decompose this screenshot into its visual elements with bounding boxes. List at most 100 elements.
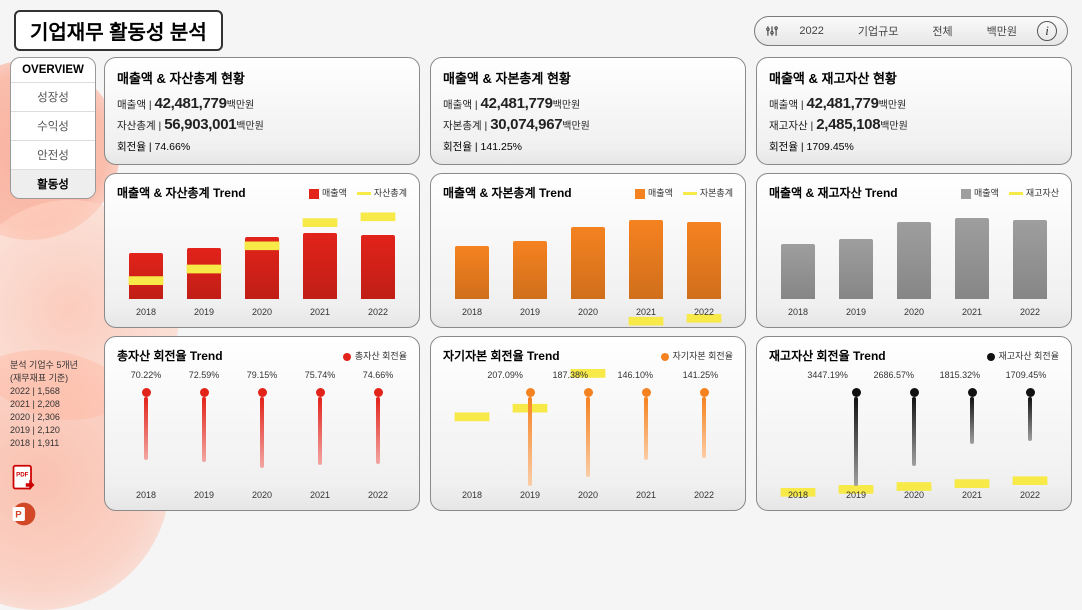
- turnover-title: 재고자산 회전율 Trend: [769, 347, 886, 364]
- x-label: 2021: [636, 490, 656, 500]
- turnover-legend: 총자산 회전율: [343, 349, 407, 362]
- filter-icon[interactable]: [765, 24, 779, 38]
- nav-item-profit[interactable]: 수익성: [11, 112, 95, 141]
- x-label: 2019: [520, 307, 540, 317]
- stat-row-2: 재고자산 | 2,485,108백만원: [769, 116, 1059, 133]
- x-label: 2019: [194, 307, 214, 317]
- x-label: 2018: [462, 307, 482, 317]
- bar: [361, 235, 395, 299]
- pdf-export-icon[interactable]: PDF: [10, 464, 38, 492]
- turnover-line: 회전율 | 141.25%: [443, 139, 733, 154]
- trend-title: 매출액 & 자본총계 Trend: [443, 184, 572, 201]
- bar-chart: 20182019202020212022: [443, 207, 733, 317]
- x-label: 2022: [368, 490, 388, 500]
- ppt-export-icon[interactable]: P: [10, 500, 38, 528]
- value-label: 74.66%: [363, 370, 394, 380]
- summary-title: 매출액 & 자본총계 현황: [443, 68, 733, 87]
- value-label: 1709.45%: [1006, 370, 1047, 380]
- x-label: 2018: [788, 490, 808, 500]
- stat-row-2: 자본총계 | 30,074,967백만원: [443, 116, 733, 133]
- column-0: 매출액 & 자산총계 현황매출액 | 42,481,779백만원자산총계 | 5…: [104, 57, 420, 528]
- x-label: 2022: [694, 307, 714, 317]
- x-label: 2021: [962, 490, 982, 500]
- x-label: 2019: [846, 490, 866, 500]
- x-label: 2020: [252, 307, 272, 317]
- svg-text:PDF: PDF: [16, 472, 28, 479]
- turnover-card: 총자산 회전율 Trend 총자산 회전율 70.22% 72.59% 79.15% 75…: [104, 336, 420, 511]
- info-icon[interactable]: i: [1037, 21, 1057, 41]
- value-label: 187.38%: [552, 370, 588, 380]
- column-2: 매출액 & 재고자산 현황매출액 | 42,481,779백만원재고자산 | 2…: [756, 57, 1072, 528]
- nav-item-activity[interactable]: 활동성: [11, 170, 95, 198]
- x-label: 2021: [310, 490, 330, 500]
- value-label: 79.15%: [247, 370, 278, 380]
- x-label: 2018: [136, 307, 156, 317]
- x-label: 2019: [194, 490, 214, 500]
- bar: [781, 244, 815, 299]
- value-label: 207.09%: [487, 370, 523, 380]
- bar: [839, 239, 873, 299]
- summary-card: 매출액 & 재고자산 현황매출액 | 42,481,779백만원재고자산 | 2…: [756, 57, 1072, 165]
- year-select[interactable]: 2022: [785, 23, 837, 39]
- sidebar: OVERVIEW성장성수익성안전성활동성 분석 기업수 5개년 (재무재표 기준…: [10, 57, 96, 528]
- summary-title: 매출액 & 재고자산 현황: [769, 68, 1059, 87]
- lollipop-chart: 3447.19%2686.57%1815.32%1709.45%20182019…: [769, 370, 1059, 500]
- x-label: 2018: [462, 490, 482, 500]
- x-label: 2022: [368, 307, 388, 317]
- value-label: 75.74%: [305, 370, 336, 380]
- value-label: 72.59%: [189, 370, 220, 380]
- lollipop: [839, 388, 873, 486]
- turnover-card: 재고자산 회전율 Trend재고자산 회전율3447.19%2686.57%18…: [756, 336, 1072, 511]
- header: 기업재무 활동성 분석 2022 기업규모 전체 백만원 i: [0, 0, 1082, 57]
- bar-chart: 20182019202020212022: [769, 207, 1059, 317]
- trend-title: 매출액 & 자산총계 Trend: [117, 184, 246, 201]
- lollipop: [897, 388, 931, 466]
- unit-label: 백만원: [973, 21, 1031, 41]
- lollipop-chart: 207.09%187.38%146.10%141.25%201820192020…: [443, 370, 733, 500]
- turnover-title: 총자산 회전율 Trend: [117, 347, 223, 364]
- svg-text:P: P: [15, 510, 22, 521]
- stat-row-2: 자산총계 | 56,903,001백만원: [117, 116, 407, 133]
- value-label: 141.25%: [683, 370, 719, 380]
- lollipop: [513, 388, 547, 486]
- x-label: 2021: [962, 307, 982, 317]
- value-label: 146.10%: [618, 370, 654, 380]
- summary-card: 매출액 & 자산총계 현황매출액 | 42,481,779백만원자산총계 | 5…: [104, 57, 420, 165]
- bar: [687, 222, 721, 299]
- turnover-legend: 자기자본 회전율: [661, 349, 733, 362]
- lollipop: [245, 388, 279, 468]
- column-1: 매출액 & 자본총계 현황매출액 | 42,481,779백만원자본총계 | 3…: [430, 57, 746, 528]
- scope-value[interactable]: 전체: [918, 21, 966, 41]
- lollipop: [129, 388, 163, 460]
- summary-title: 매출액 & 자산총계 현황: [117, 68, 407, 87]
- turnover-legend: 재고자산 회전율: [987, 349, 1059, 362]
- lollipop: [955, 388, 989, 444]
- lollipop: [629, 388, 663, 460]
- stats-row: 2021 | 2,208: [10, 398, 96, 411]
- stats-header1: 분석 기업수 5개년: [10, 359, 96, 372]
- nav-item-overview[interactable]: OVERVIEW: [11, 58, 95, 83]
- value-label: 70.22%: [131, 370, 162, 380]
- x-label: 2021: [310, 307, 330, 317]
- stat-row-1: 매출액 | 42,481,779백만원: [769, 95, 1059, 112]
- turnover-line: 회전율 | 1709.45%: [769, 139, 1059, 154]
- x-label: 2020: [904, 307, 924, 317]
- x-label: 2021: [636, 307, 656, 317]
- bar: [245, 237, 279, 299]
- nav: OVERVIEW성장성수익성안전성활동성: [10, 57, 96, 199]
- x-label: 2019: [846, 307, 866, 317]
- stats-row: 2020 | 2,306: [10, 411, 96, 424]
- scope-label: 기업규모: [844, 21, 912, 41]
- x-label: 2022: [694, 490, 714, 500]
- value-label: 2686.57%: [873, 370, 914, 380]
- turnover-title: 자기자본 회전율 Trend: [443, 347, 560, 364]
- header-controls: 2022 기업규모 전체 백만원 i: [754, 16, 1068, 46]
- bar: [129, 253, 163, 299]
- x-label: 2018: [136, 490, 156, 500]
- bar: [513, 241, 547, 299]
- nav-item-safety[interactable]: 안전성: [11, 141, 95, 170]
- stat-row-1: 매출액 | 42,481,779백만원: [443, 95, 733, 112]
- value-label: 3447.19%: [807, 370, 848, 380]
- nav-item-growth[interactable]: 성장성: [11, 83, 95, 112]
- stats-row: 2019 | 2,120: [10, 424, 96, 437]
